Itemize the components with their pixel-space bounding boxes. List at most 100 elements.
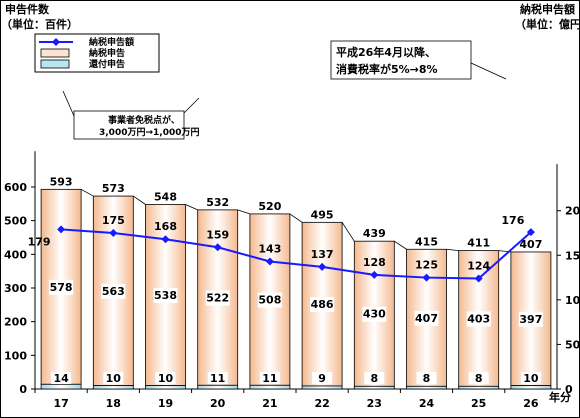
bar-connector [185,204,198,211]
right-axis-tick-label: 0 [565,383,573,396]
x-axis-tick-label: 21 [262,397,277,410]
bar-refund-returns [145,385,186,390]
x-axis-tick-label: 23 [367,397,382,410]
bar-refund-value-label: 11 [210,372,225,385]
tax-amount-line [61,228,532,280]
bar-refund-value-label: 10 [158,372,174,385]
annotation-tax-rate-line1: 平成26年4月以降、 [336,45,436,59]
tax-amount-point [57,225,66,234]
bar-total-label: 415 [415,235,438,248]
left-axis-tick-label: 100 [4,349,27,362]
bar-connector [394,240,407,250]
refund-value-label-bg [155,372,176,384]
bar-refund-value-label: 11 [262,372,277,385]
left-axis-tick-label: 0 [19,383,27,396]
bar-tax-value-label: 538 [154,289,177,302]
tax-amount-point [422,273,431,282]
bar-refund-value-label: 10 [523,372,539,385]
x-axis-tick-label: 25 [471,397,486,410]
refund-value-label-bg [51,372,72,384]
bar-refund-value-label: 10 [106,372,122,385]
bar-total-label: 495 [311,208,334,221]
x-axis-tick-label: 24 [419,397,435,410]
left-axis-tick-label: 600 [4,181,27,194]
tax-amount-value-label: 176 [501,214,524,227]
bar-tax-value-label: 486 [311,298,334,311]
tax-amount-value-label: 175 [102,214,125,227]
bar-connector [80,188,94,197]
tax-amount-point [161,235,170,244]
right-axis-tick-label: 150 [565,249,579,262]
bar-value-label-bg [518,311,543,327]
bar-refund-returns [458,385,500,390]
x-axis-tick-label: 17 [53,397,68,410]
bar-tax-value-label: 397 [519,313,542,326]
bar-total-label: 407 [519,238,542,251]
tax-amount-value-label: 124 [467,259,490,272]
bar-connector [341,222,355,242]
tax-amount-point [526,228,535,237]
tax-amount-point [265,257,274,266]
bar-value-label-bg [310,297,335,313]
tax-amount-value-label: 179 [28,235,51,248]
bar-tax-value-label: 578 [50,281,73,294]
bar-tax-value-label: 508 [258,294,281,307]
refund-value-label-bg [207,372,228,384]
bar-refund-returns [249,384,291,390]
bar-value-label-bg [153,288,178,304]
bar-total-label: 532 [206,196,229,209]
x-axis-title: 年分 [549,390,571,404]
tax-amount-value-label: 168 [154,220,177,233]
tax-amount-value-label: 128 [363,256,386,269]
bar-refund-returns [197,384,239,390]
x-axis-tick-label: 18 [106,397,121,410]
left-axis-title: 申告件数 [5,2,50,16]
annotation-exemption: 事業者免税点が、 3,000万円→1,000万円 [62,90,199,140]
right-axis-tick-label: 200 [565,205,579,218]
refund-value-label-bg [468,372,489,384]
bar-refund-value-label: 8 [370,372,378,385]
bar-connector [289,213,303,223]
bar-refund-returns [406,385,447,390]
bar-total-label: 439 [363,227,386,240]
bar-tax-value-label: 563 [102,285,125,298]
annotation-tax-rate-line2: 消費税率が5%→8% [336,62,438,76]
bar-refund-value-label: 14 [53,372,69,385]
bar-tax-value-label: 403 [467,312,490,325]
tax-amount-point [370,270,379,279]
refund-value-label-bg [259,372,280,384]
left-axis-unit: （単位：百件） [1,17,78,31]
bar-tax-value-label: 407 [415,312,438,325]
annotation-exemption-line2: 3,000万円→1,000万円 [99,127,199,138]
tax-amount-value-label: 159 [206,228,229,241]
legend: 納税申告額 納税申告 還付申告 [34,33,160,73]
bar-total-label: 520 [258,200,281,213]
bar-value-label-bg [362,306,387,322]
bar-refund-value-label: 8 [475,372,483,385]
bar-refund-returns [40,383,82,390]
right-axis-tick-label: 100 [565,294,579,307]
annotation-exemption-line1: 事業者免税点が、 [108,114,180,126]
legend-label-tax-returns: 納税申告 [89,47,125,59]
bar-refund-returns [92,385,134,390]
tax-amount-value-label: 143 [258,243,281,256]
tax-amount-point [109,228,118,237]
bar-value-label-bg [257,292,282,308]
bar-connector [133,195,146,205]
bar-connector [237,209,251,215]
refund-value-label-bg [520,372,541,384]
left-axis-tick-label: 400 [4,248,27,261]
right-axis-title: 納税申告額 [520,2,575,16]
bar-total-label: 548 [154,190,177,203]
legend-label-tax-amount: 納税申告額 [89,36,134,48]
bar-value-label-bg [466,311,491,327]
annotation-tax-rate: 平成26年4月以降、 消費税率が5%→8% [330,40,507,80]
bar-total-label: 593 [50,175,73,188]
bar-refund-returns [301,385,343,390]
left-axis-tick-label: 200 [4,316,27,329]
tax-amount-point [318,262,327,271]
refund-value-label-bg [312,372,333,384]
right-axis-unit: （単位：億円） [515,17,579,31]
right-axis-tick-label: 50 [565,338,579,351]
